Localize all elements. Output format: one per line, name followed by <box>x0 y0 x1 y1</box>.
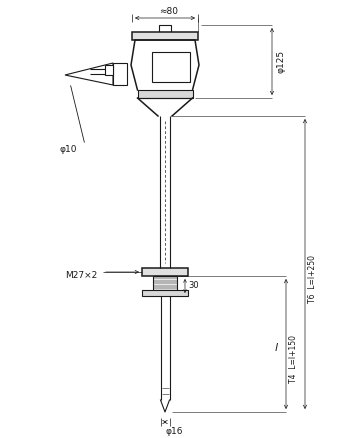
Bar <box>142 268 188 276</box>
Text: ≈80: ≈80 <box>159 7 178 15</box>
Bar <box>159 25 171 32</box>
Text: φ125: φ125 <box>276 50 285 73</box>
Text: T4  L=l+150: T4 L=l+150 <box>289 335 298 383</box>
Text: l: l <box>274 343 277 353</box>
Bar <box>153 276 177 290</box>
Text: φ16: φ16 <box>166 427 183 437</box>
Text: 30: 30 <box>188 282 199 290</box>
Bar <box>113 63 127 85</box>
Bar <box>132 32 198 40</box>
Bar <box>152 52 190 82</box>
Bar <box>105 65 113 75</box>
Text: M27×2: M27×2 <box>65 272 97 280</box>
Text: φ10: φ10 <box>60 145 78 154</box>
Bar <box>142 290 188 296</box>
Bar <box>137 90 192 98</box>
Text: T6  L=l+250: T6 L=l+250 <box>308 255 317 303</box>
